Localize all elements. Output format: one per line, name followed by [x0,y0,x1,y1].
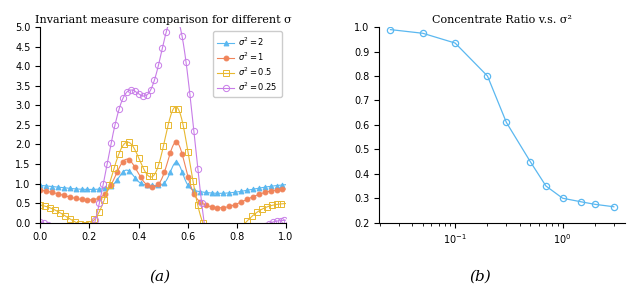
$\sigma^2 = 2$ [183,182,191,185]
$\sigma^2 = 0.25$ [36,220,44,224]
$\sigma^2 = 2$ [173,160,180,164]
Legend: $\sigma^2 = 2$, $\sigma^2 = 1$, $\sigma^2 = 0.5$, $\sigma^2 = 0.25$: $\sigma^2 = 2$, $\sigma^2 = 1$, $\sigma^… [213,31,282,97]
$\sigma^2 = 1$ [36,189,44,192]
$\sigma^2 = 0.5$ [153,168,161,171]
$\sigma^2 = 0.5$ [239,224,246,227]
$\sigma^2 = 2$ [153,184,161,187]
$\sigma^2 = 1$ [154,183,162,186]
$\sigma^2 = 1$ [282,187,290,191]
Text: (b): (b) [469,270,491,284]
$\sigma^2 = 0.5$ [277,202,285,205]
Text: (a): (a) [149,270,171,284]
$\sigma^2 = 2$ [216,192,223,195]
$\sigma^2 = 0.25$ [282,218,290,222]
$\sigma^2 = 1$ [153,184,161,187]
$\sigma^2 = 0.5$ [36,203,44,207]
Line: $\sigma^2 = 0.25$: $\sigma^2 = 0.25$ [37,12,289,287]
Line: $\sigma^2 = 2$: $\sigma^2 = 2$ [38,160,289,196]
$\sigma^2 = 0.25$ [239,258,246,261]
$\sigma^2 = 2$ [277,183,285,187]
$\sigma^2 = 0.25$ [277,219,285,222]
Line: $\sigma^2 = 1$: $\sigma^2 = 1$ [38,140,289,210]
$\sigma^2 = 2$ [239,189,246,193]
$\sigma^2 = 0.5$ [216,240,224,244]
$\sigma^2 = 0.5$ [183,144,191,148]
$\sigma^2 = 0.25$ [154,64,162,67]
$\sigma^2 = 2$ [170,164,177,167]
$\sigma^2 = 0.5$ [282,202,290,205]
$\sigma^2 = 2$ [36,184,44,187]
$\sigma^2 = 0.5$ [172,105,179,108]
Title: Concentrate Ratio v.s. σ²: Concentrate Ratio v.s. σ² [432,15,572,25]
$\sigma^2 = 0.5$ [154,164,162,167]
$\sigma^2 = 0.25$ [170,13,178,17]
$\sigma^2 = 1$ [172,141,180,144]
$\sigma^2 = 1$ [277,188,285,191]
$\sigma^2 = 0.25$ [153,70,161,73]
$\sigma^2 = 0.25$ [170,13,177,17]
$\sigma^2 = 1$ [216,206,223,210]
$\sigma^2 = 0.5$ [170,108,177,111]
Line: $\sigma^2 = 0.5$: $\sigma^2 = 0.5$ [38,104,289,245]
$\sigma^2 = 2$ [154,184,162,187]
$\sigma^2 = 1$ [170,144,177,147]
$\sigma^2 = 2$ [282,183,290,187]
$\sigma^2 = 1$ [183,171,191,174]
Title: Invariant measure comparison for different σ: Invariant measure comparison for differe… [35,15,291,25]
$\sigma^2 = 0.25$ [183,67,191,71]
$\sigma^2 = 1$ [239,200,246,203]
